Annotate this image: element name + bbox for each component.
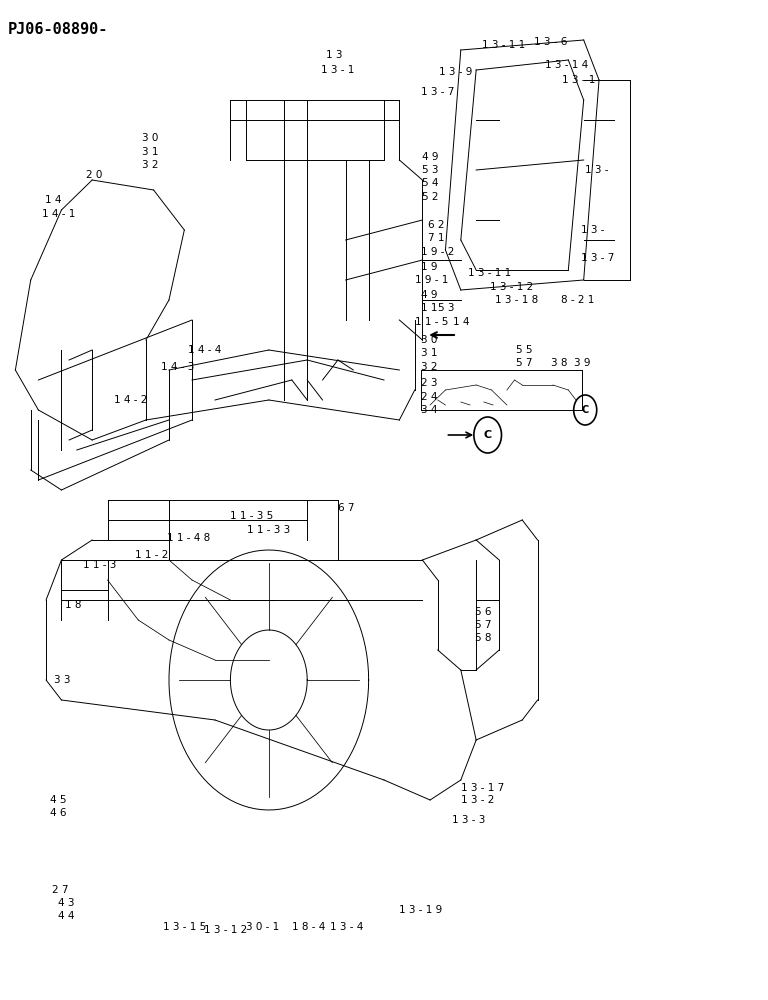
Text: 8 - 2 1: 8 - 2 1 — [561, 295, 594, 305]
Text: 5 6: 5 6 — [475, 607, 491, 617]
Text: 2 0: 2 0 — [86, 170, 102, 180]
Text: 3 1: 3 1 — [142, 147, 158, 157]
Text: 3 3: 3 3 — [54, 675, 70, 685]
Text: 1 3 - 1: 1 3 - 1 — [562, 75, 595, 85]
Text: PJ06-08890-: PJ06-08890- — [8, 22, 108, 37]
Text: 2 3: 2 3 — [421, 378, 437, 388]
Text: 1 3 - 7: 1 3 - 7 — [421, 87, 454, 97]
Text: 1 3 - 6: 1 3 - 6 — [534, 37, 567, 47]
Text: 1 3 - 1 1: 1 3 - 1 1 — [468, 268, 511, 278]
Text: 3 8: 3 8 — [551, 358, 568, 368]
Text: 3 0 - 1: 3 0 - 1 — [246, 922, 279, 932]
Text: 1 1: 1 1 — [421, 303, 437, 313]
Text: 1 4: 1 4 — [453, 317, 469, 327]
Text: 1 4 - 2: 1 4 - 2 — [114, 395, 147, 405]
Text: 1 8 - 4: 1 8 - 4 — [292, 922, 325, 932]
Text: 5 7: 5 7 — [475, 620, 491, 630]
Text: 1 3 - 1 1: 1 3 - 1 1 — [482, 40, 525, 50]
Text: 1 9: 1 9 — [421, 262, 437, 272]
Text: 4 3: 4 3 — [58, 898, 74, 908]
Text: 1 3: 1 3 — [326, 50, 343, 60]
Text: 1 1 - 4 8: 1 1 - 4 8 — [167, 533, 210, 543]
Text: 3 1: 3 1 — [421, 348, 437, 358]
Text: 4 9: 4 9 — [421, 290, 437, 300]
Text: 1 3 - 1 8: 1 3 - 1 8 — [495, 295, 538, 305]
Text: 6 7: 6 7 — [338, 503, 354, 513]
Text: 1 1 - 3 3: 1 1 - 3 3 — [247, 525, 290, 535]
Text: 5 8: 5 8 — [475, 633, 491, 643]
Text: 5 7: 5 7 — [516, 358, 532, 368]
Text: 1 3 - 4: 1 3 - 4 — [330, 922, 363, 932]
Text: 3 2: 3 2 — [142, 160, 158, 170]
Text: 1 3 -: 1 3 - — [585, 165, 609, 175]
Text: 1 1 - 5: 1 1 - 5 — [415, 317, 449, 327]
Text: 3 0: 3 0 — [142, 133, 158, 143]
Text: 1 4 - 4: 1 4 - 4 — [188, 345, 221, 355]
Text: 1 3 - 1 2: 1 3 - 1 2 — [204, 925, 247, 935]
Text: 1 1 - 2: 1 1 - 2 — [135, 550, 168, 560]
Text: 7 1: 7 1 — [428, 233, 444, 243]
Text: 1 3 - 1 9: 1 3 - 1 9 — [399, 905, 442, 915]
Text: 5 2: 5 2 — [422, 192, 439, 202]
Text: 3 0: 3 0 — [421, 335, 437, 345]
Text: 4 6: 4 6 — [50, 808, 66, 818]
Text: 1 1 - 3: 1 1 - 3 — [83, 560, 116, 570]
Text: 1 4: 1 4 — [45, 195, 61, 205]
Text: 1 9 - 1: 1 9 - 1 — [415, 275, 449, 285]
Text: 1 8: 1 8 — [65, 600, 81, 610]
Text: 1 4 - 3: 1 4 - 3 — [161, 362, 194, 372]
Text: 3 4: 3 4 — [421, 405, 437, 415]
Text: 5 4: 5 4 — [422, 178, 439, 188]
Text: 4 9: 4 9 — [422, 152, 439, 162]
Text: 4 5: 4 5 — [50, 795, 66, 805]
Text: 5 3: 5 3 — [438, 303, 454, 313]
Text: 6 2: 6 2 — [428, 220, 444, 230]
Text: 1 3 - 1 4: 1 3 - 1 4 — [545, 60, 588, 70]
Text: 1 3 - 7: 1 3 - 7 — [581, 253, 614, 263]
Text: 2 7: 2 7 — [52, 885, 68, 895]
Text: 5 5: 5 5 — [516, 345, 532, 355]
Text: 1 3 - 9: 1 3 - 9 — [439, 67, 472, 77]
Text: 1 3 - 2: 1 3 - 2 — [461, 795, 494, 805]
Text: 1 3 -: 1 3 - — [581, 225, 604, 235]
Text: 1 3 - 1: 1 3 - 1 — [321, 65, 354, 75]
Text: 2 4: 2 4 — [421, 392, 437, 402]
Text: 4 4: 4 4 — [58, 911, 74, 921]
Text: 1 3 - 3: 1 3 - 3 — [452, 815, 485, 825]
Text: 1 1 - 3 5: 1 1 - 3 5 — [230, 511, 273, 521]
Text: 1 9 - 2: 1 9 - 2 — [421, 247, 454, 257]
Text: 1 3 - 1 7: 1 3 - 1 7 — [461, 783, 504, 793]
Text: 1 4 - 1: 1 4 - 1 — [42, 209, 75, 219]
Text: 3 9: 3 9 — [574, 358, 591, 368]
Text: C: C — [484, 430, 492, 440]
Text: 5 3: 5 3 — [422, 165, 439, 175]
Text: 3 2: 3 2 — [421, 362, 437, 372]
Text: 1 3 - 1 5: 1 3 - 1 5 — [163, 922, 206, 932]
Text: 1 3 - 1 2: 1 3 - 1 2 — [490, 282, 533, 292]
Text: C: C — [581, 405, 589, 415]
